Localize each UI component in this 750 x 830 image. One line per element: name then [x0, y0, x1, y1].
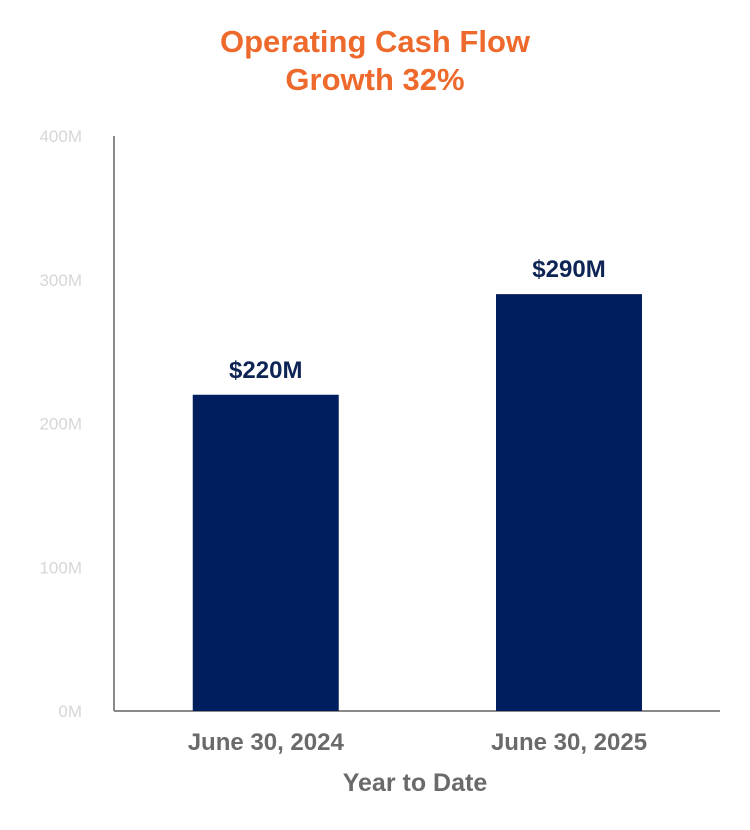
y-tick-label: 200M — [39, 415, 82, 434]
bar — [192, 394, 339, 711]
y-tick-label: 0M — [58, 702, 82, 721]
data-labels: $220M $290M — [229, 256, 606, 384]
bar-value-label: $290M — [532, 256, 605, 283]
y-tick-label: 300M — [39, 271, 82, 290]
x-axis-label: Year to Date — [343, 769, 488, 797]
x-axis-ticks: June 30, 2024 June 30, 2025 — [188, 729, 647, 756]
chart-title-line-2: Growth 32% — [285, 62, 464, 97]
chart-title-line-1: Operating Cash Flow — [220, 24, 531, 59]
bar-series — [192, 294, 642, 711]
y-tick-label: 100M — [39, 558, 82, 577]
y-tick-label: 400M — [39, 127, 82, 146]
x-tick-label: June 30, 2025 — [491, 729, 647, 756]
y-axis-ticks: 0M 100M 200M 300M 400M — [39, 127, 82, 721]
x-tick-label: June 30, 2024 — [188, 729, 345, 756]
bar — [496, 294, 642, 711]
bar-value-label: $220M — [229, 357, 302, 384]
